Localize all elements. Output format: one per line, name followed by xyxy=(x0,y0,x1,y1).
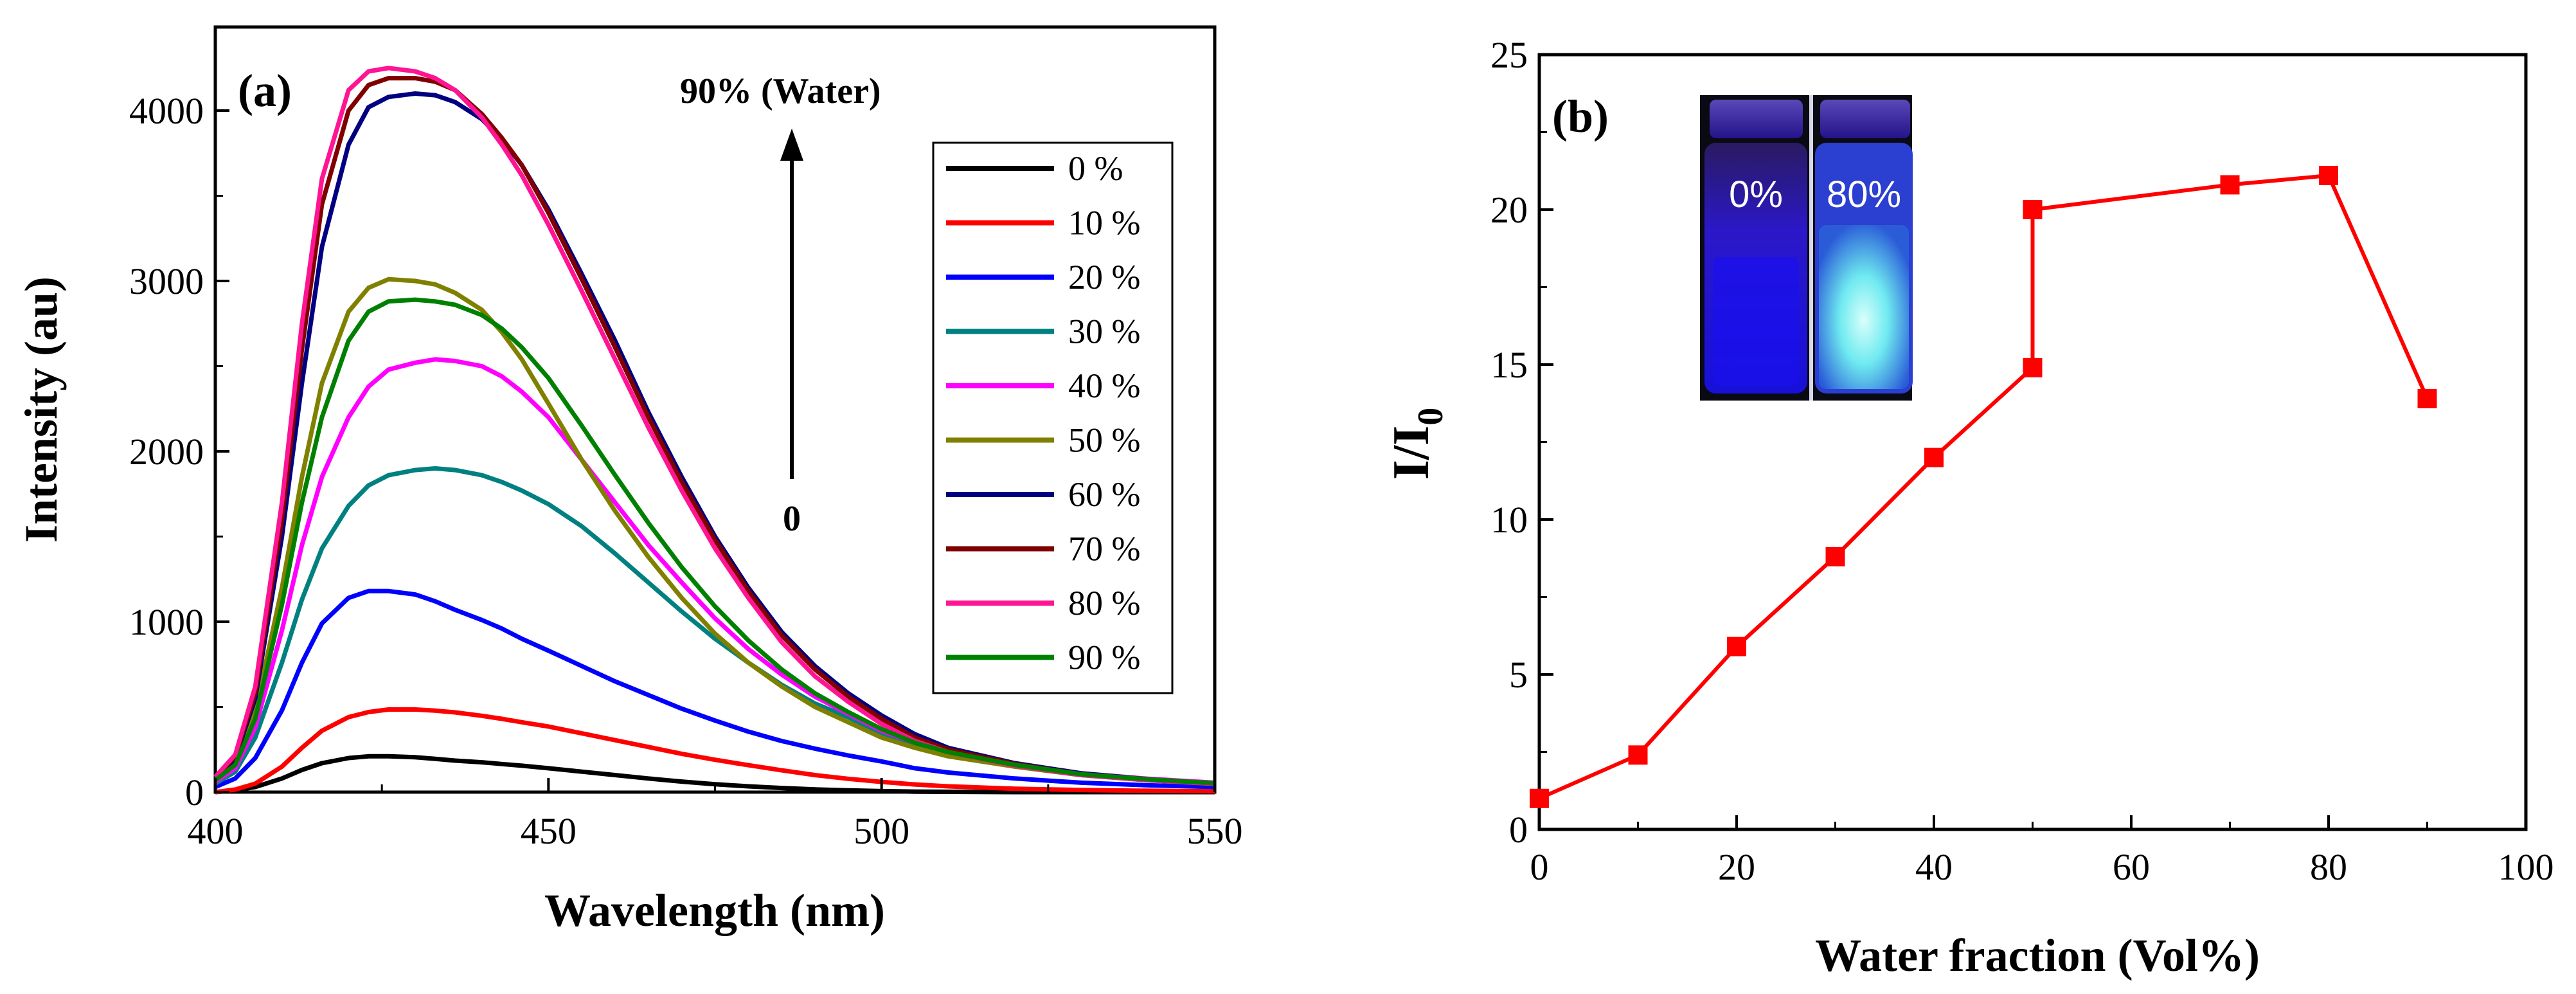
y-axis-ticks-b: 0 5 10 15 20 25 xyxy=(1490,34,1553,851)
x-tick-label-b-0: 0 xyxy=(1530,846,1549,888)
legend-label-4: 40 % xyxy=(1068,366,1140,405)
x-tick-label-b-3: 60 xyxy=(2113,846,2150,888)
ratio-point-4 xyxy=(1924,447,1944,467)
vial-photo-inset: 0% 80% xyxy=(1700,95,1913,401)
vial-label-left: 0% xyxy=(1729,174,1783,215)
x-tick-label-a-1: 450 xyxy=(521,810,577,852)
y-tick-label-a-0: 0 xyxy=(185,772,204,813)
plot-frame-b xyxy=(1537,53,2528,831)
spectrum-line-1 xyxy=(215,707,1215,795)
spectrum-line-0 xyxy=(215,754,1215,795)
legend-label-3: 30 % xyxy=(1068,312,1140,351)
x-tick-label-a-0: 400 xyxy=(188,810,244,852)
legend-label-6: 60 % xyxy=(1068,475,1140,514)
ratio-point-9 xyxy=(2417,389,2437,409)
x-tick-label-b-2: 40 xyxy=(1915,846,1953,888)
legend-a: 0 % 10 % 20 % 30 % 40 % 50 % 60 % 70 % 80 % 90 % xyxy=(932,141,1174,694)
ratio-point-6 xyxy=(2023,200,2043,219)
spectrum-line-9 xyxy=(213,297,1215,786)
chart-panel-a: 400 450 500 550 0 1000 2000 3000 4000 (a) Wavel… xyxy=(15,25,1243,936)
legend-label-9: 90 % xyxy=(1068,638,1140,677)
vial-left-liquid xyxy=(1713,257,1799,386)
y-tick-label-a-2: 2000 xyxy=(129,431,204,473)
vial-cap-right xyxy=(1820,100,1910,138)
ratio-series xyxy=(1530,165,2437,808)
ratio-point-2 xyxy=(1727,637,1746,656)
y-tick-label-b-2: 10 xyxy=(1490,499,1528,541)
x-tick-label-a-3: 550 xyxy=(1187,810,1243,852)
chart-panel-b: 0 20 40 60 80 100 0 5 10 15 20 25 (b) Water fracti… xyxy=(1383,34,2554,981)
y-tick-label-b-0: 0 xyxy=(1509,809,1528,851)
x-axis-title-b: Water fraction (Vol%) xyxy=(1815,930,2260,981)
y-axis-title-b: I/I0 xyxy=(1383,408,1451,480)
x-tick-label-a-2: 500 xyxy=(854,810,909,852)
y-tick-label-a-4: 4000 xyxy=(129,90,204,132)
y-tick-label-b-3: 15 xyxy=(1490,344,1528,386)
ratio-point-0 xyxy=(1530,788,1549,808)
vial-label-right: 80% xyxy=(1827,174,1901,215)
legend-label-2: 20 % xyxy=(1068,258,1140,296)
legend-label-0: 0 % xyxy=(1068,149,1123,188)
y-tick-label-a-1: 1000 xyxy=(129,601,204,643)
inset-divider xyxy=(1809,95,1813,401)
y-tick-label-b-1: 5 xyxy=(1509,654,1528,696)
legend-label-5: 50 % xyxy=(1068,421,1140,460)
y-tick-label-b-4: 20 xyxy=(1490,189,1528,231)
vial-right-liquid xyxy=(1819,225,1909,389)
y-tick-label-b-5: 25 xyxy=(1490,34,1528,76)
spectrum-line-5 xyxy=(213,276,1215,786)
x-axis-ticks-b: 0 20 40 60 80 100 xyxy=(1530,815,2554,888)
ratio-point-1 xyxy=(1628,745,1648,765)
legend-label-1: 10 % xyxy=(1068,204,1140,242)
y-axis-title-a: Intensity (au) xyxy=(15,276,67,543)
y-axis-ticks-a: 0 1000 2000 3000 4000 xyxy=(129,90,229,813)
arrow-label-bottom: 0 xyxy=(783,499,801,539)
x-tick-label-b-1: 20 xyxy=(1718,846,1755,888)
x-tick-label-b-5: 100 xyxy=(2498,846,2554,888)
ratio-line xyxy=(1538,174,2429,800)
y-tick-label-a-3: 3000 xyxy=(129,260,204,302)
legend-label-7: 70 % xyxy=(1068,530,1140,568)
spectra-lines xyxy=(213,66,1215,795)
ratio-point-7 xyxy=(2220,175,2240,195)
panel-label-b: (b) xyxy=(1552,91,1609,142)
x-axis-title-a: Wavelength (nm) xyxy=(544,885,885,936)
ratio-point-3 xyxy=(1825,547,1845,566)
x-tick-label-b-4: 80 xyxy=(2310,846,2347,888)
arrow-label-top: 90% (Water) xyxy=(680,71,881,111)
svg-text:I/I0: I/I0 xyxy=(1383,408,1451,480)
arrow-head-icon xyxy=(780,129,803,161)
legend-label-8: 80 % xyxy=(1068,584,1140,622)
ratio-point-5 xyxy=(2023,357,2043,377)
spectrum-line-7 xyxy=(213,76,1215,786)
ratio-point-8 xyxy=(2319,165,2338,185)
panel-label-a: (a) xyxy=(238,65,292,116)
spectrum-line-2 xyxy=(214,588,1215,790)
vial-cap-left xyxy=(1710,100,1803,138)
x-axis-ticks-a: 400 450 500 550 xyxy=(188,778,1243,852)
